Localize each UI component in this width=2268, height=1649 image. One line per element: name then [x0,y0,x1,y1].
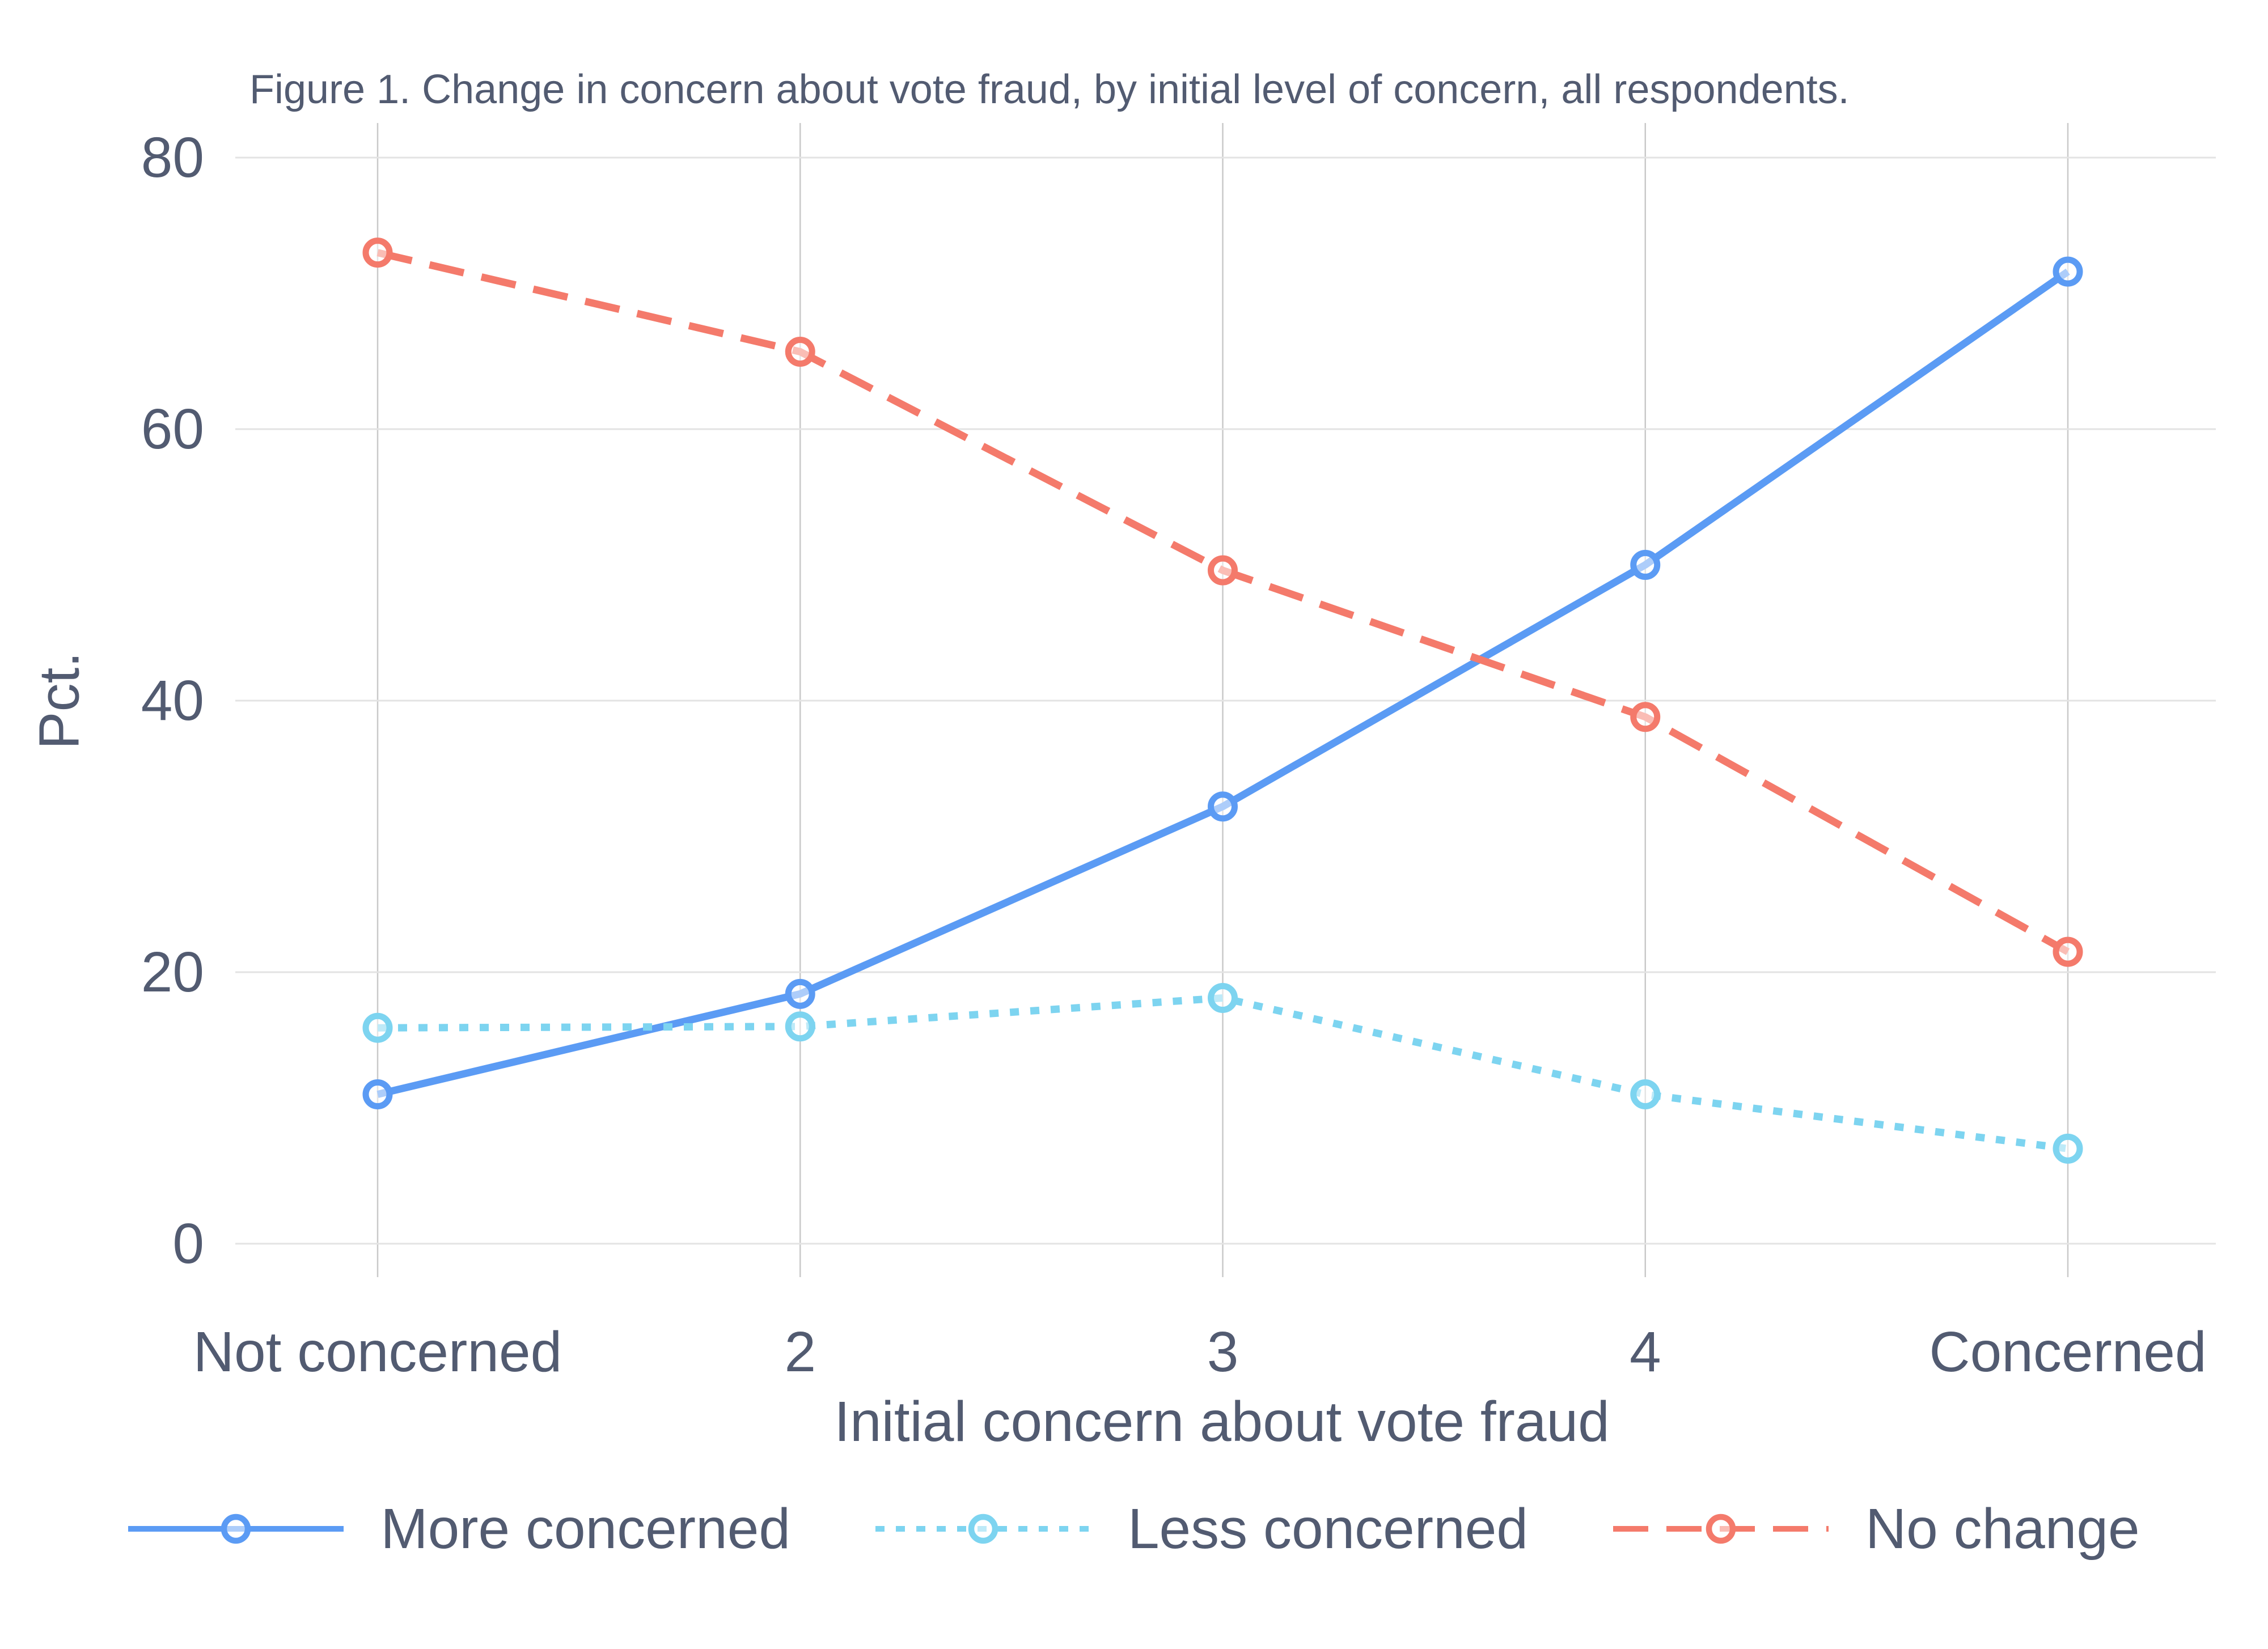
x-axis-title: Initial concern about vote fraud [834,1390,1610,1453]
data-point-marker [1630,550,1661,580]
x-tick-label-4: 4 [1629,1320,1661,1384]
data-point-marker [1208,791,1238,822]
y-tick-label-0: 0 [172,1212,204,1275]
data-point-marker [2053,256,2083,287]
data-point-marker [362,1079,393,1110]
x-tick-label-not-concerned: Not concerned [193,1320,562,1384]
chart-title: Figure 1. Change in concern about vote f… [249,67,1850,112]
x-tick-label-concerned: Concerned [1929,1320,2207,1384]
x-tick-label-2: 2 [784,1320,816,1384]
legend-swatch-dashed-line-icon [1613,1514,1829,1544]
chart-legend: More concerned Less concerned No change [0,1489,2268,1569]
legend-label: More concerned [380,1497,790,1561]
data-point-marker [362,238,393,268]
x-tick-label-3: 3 [1207,1320,1239,1384]
data-point-marker [1208,555,1238,586]
legend-swatch-dotted-line-icon [875,1514,1091,1544]
legend-item-more-concerned: More concerned [128,1497,790,1562]
data-point-marker [2053,936,2083,967]
legend-label: No change [1865,1497,2140,1561]
y-tick-label-60: 60 [141,397,204,461]
data-point-marker [2053,1133,2083,1164]
legend-item-no-change: No change [1613,1497,2140,1562]
data-point-marker [362,1012,393,1043]
y-tick-label-20: 20 [141,940,204,1004]
data-point-marker [785,978,815,1009]
data-point-marker [785,336,815,367]
data-point-marker [1630,1079,1661,1110]
legend-marker-icon [1706,1514,1736,1544]
data-point-marker [1208,983,1238,1014]
legend-swatch-solid-line-icon [128,1514,344,1544]
y-tick-label-40: 40 [141,669,204,732]
legend-marker-icon [968,1514,998,1544]
legend-marker-icon [221,1514,251,1544]
legend-label: Less concerned [1127,1497,1528,1561]
data-point-marker [785,1011,815,1042]
y-tick-label-80: 80 [141,126,204,189]
data-point-marker [1630,702,1661,732]
legend-item-less-concerned: Less concerned [875,1497,1528,1562]
